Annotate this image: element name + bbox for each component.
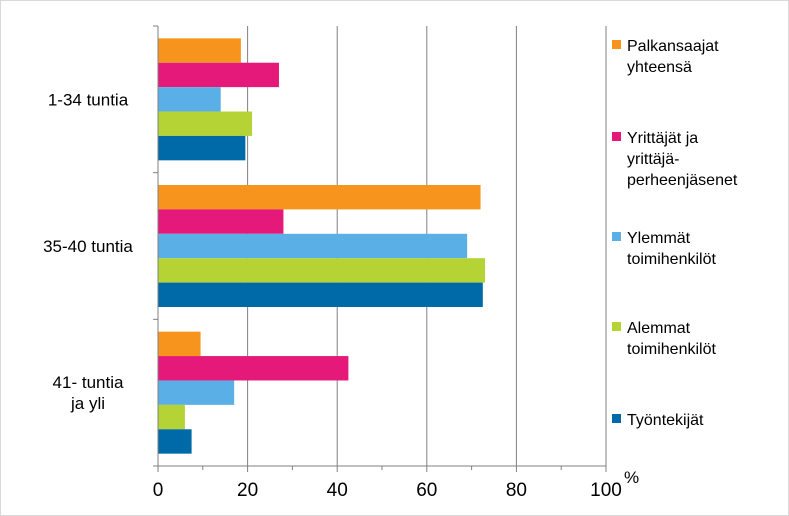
category-label: 1-34 tuntia [48, 90, 129, 109]
legend-item-tyontekijat: Työntekijät [612, 410, 777, 431]
bar [158, 62, 279, 88]
bar [158, 282, 483, 307]
legend-label-line: toimihenkilöt [627, 251, 716, 268]
legend-label-line: Yrittäjät ja [627, 130, 699, 147]
x-tick-label: 100 [590, 480, 622, 501]
legend-swatch [612, 132, 621, 141]
bar [158, 258, 486, 283]
bar [158, 87, 221, 112]
x-tick-label: 0 [153, 480, 164, 501]
legend-item-alemmat: Alemmat toimihenkilöt [612, 318, 777, 360]
bar [158, 38, 241, 63]
legend-label-line: Työntekijät [627, 412, 704, 429]
x-tick-label: 60 [416, 480, 437, 501]
legend-swatch [612, 232, 621, 241]
bar [158, 111, 253, 136]
bars [158, 38, 486, 454]
bar [158, 135, 246, 161]
legend-label-line: Alemmat [627, 320, 691, 337]
bar [158, 233, 468, 259]
x-tick-label: 40 [327, 480, 348, 501]
bar [158, 331, 201, 357]
legend-label-line: Ylemmät [627, 230, 691, 247]
category-label: 35-40 tuntia [43, 237, 133, 256]
legend-swatch [612, 322, 621, 331]
legend-item-yrittajat: Yrittäjät ja yrittäjä- perheenjäsenet [612, 128, 777, 191]
legend-item-ylemmat: Ylemmät toimihenkilöt [612, 228, 777, 270]
legend-label-line: perheenjäsenet [627, 172, 738, 189]
bar [158, 209, 284, 234]
x-tick-label: 20 [237, 480, 258, 501]
legend-label-line: yrittäjä- [627, 151, 680, 168]
bar [158, 356, 349, 381]
unit-label: % [624, 468, 640, 487]
bar [158, 404, 185, 430]
bar [158, 429, 192, 454]
category-label: ja yli [70, 394, 105, 413]
category-labels: 1-34 tuntia 35-40 tuntia 41- tuntia ja yli [43, 90, 133, 413]
bar [158, 380, 235, 405]
x-tick-labels: 0 20 40 60 80 100 [153, 466, 622, 501]
legend-label-line: yhteensä [627, 59, 692, 76]
legend-label-line: toimihenkilöt [627, 341, 716, 358]
category-label: 41- tuntia [53, 373, 124, 392]
legend-swatch [612, 40, 621, 49]
legend-item-palkansaajat: Palkansaajat yhteensä [612, 36, 777, 78]
x-tick-label: 80 [506, 480, 527, 501]
legend-swatch [612, 414, 621, 423]
legend: Palkansaajat yhteensä Yrittäjät ja yritt… [612, 0, 788, 490]
bar [158, 185, 481, 210]
legend-label-line: Palkansaajat [627, 38, 719, 55]
